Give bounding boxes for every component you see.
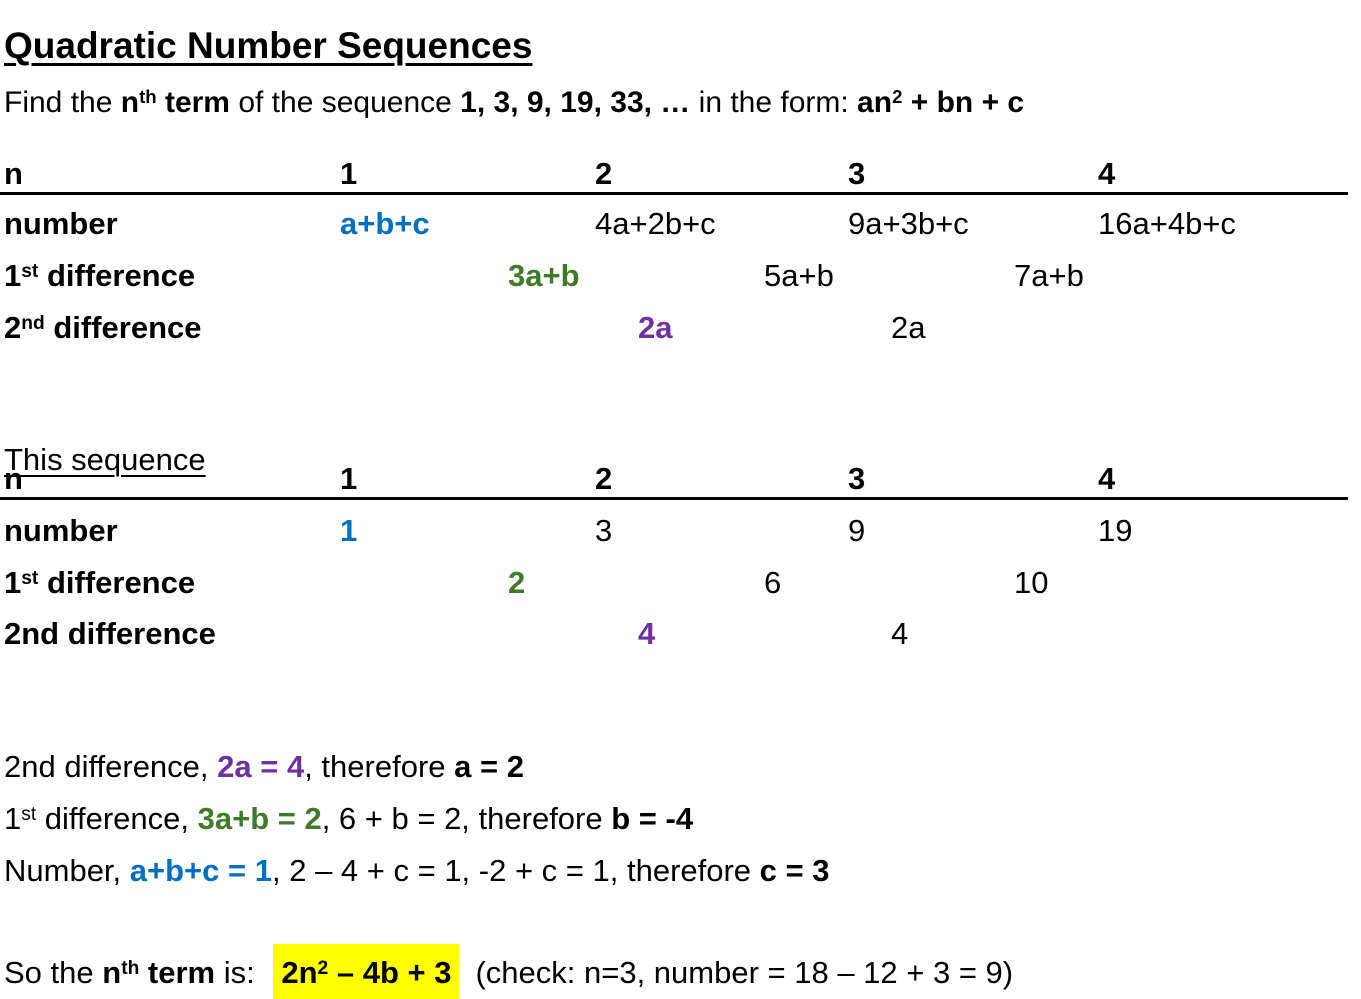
table1-header-3: 3 [848,156,866,191]
ordinal-number: 1 [4,565,22,600]
table1-diff1-2: 5a+b [764,258,834,293]
table1-number-label: number [4,206,118,241]
ordinal-suffix: st [21,567,39,589]
final-answer-line: So the nth term is: 2n2 – 4b + 3 (check: … [0,944,1352,999]
solution-equation-blue: a+b+c = 1 [129,853,272,888]
nth-term-word: term [156,86,230,119]
table1-number-2: 4a+2b+c [595,206,716,241]
solution-text: difference, [36,801,198,836]
sequence-values: 1, 3, 9, 19, 33, … [460,86,691,119]
ordinal-suffix: st [21,803,37,825]
table1-second-difference-label: 2nd difference [4,308,202,348]
final-text: So the [4,955,103,990]
table1-diff1-1: 3a+b [508,258,580,293]
ordinal-suffix: st [21,260,39,282]
solution-result-a: a = 2 [454,749,524,784]
check-text: (check: n=3, number = 18 – 12 + 3 = 9) [475,955,1014,990]
answer-exponent: 2 [317,957,329,979]
table1-header-4: 4 [1098,156,1116,191]
table2-header-2: 2 [595,461,613,496]
ordinal-number: 1 [4,258,22,293]
solution-line-b: 1st difference, 3a+b = 2, 6 + b = 2, the… [0,799,1352,839]
table2-diff1-3: 10 [1014,565,1049,600]
solution-result-c: c = 3 [759,853,830,888]
section-subtitle: This sequence [0,440,1352,480]
ordinal-number: 2 [4,310,22,345]
solution-text: , 2 – 4 + c = 1, -2 + c = 1, therefore [271,853,760,888]
solution-equation-purple: 2a = 4 [217,749,305,784]
solution-text: Number, [4,853,130,888]
nth-term-word: term [139,955,216,990]
table1-header-1: 1 [340,156,358,191]
intro-text: of the sequence [229,86,461,119]
table2-number-label: number [4,513,118,548]
table2-header-3: 3 [848,461,866,496]
solution-line-c: Number, a+b+c = 1, 2 – 4 + c = 1, -2 + c… [0,851,1352,891]
ordinal-word: difference [44,310,202,345]
table1-header-row: n 1 2 3 4 [0,156,1348,195]
intro-text: Find the [4,86,121,119]
table2-number-4: 19 [1098,513,1133,548]
solution-result-b: b = -4 [611,801,694,836]
table2-first-difference-row: 1st difference 2 6 10 [0,563,1348,603]
intro-text: in the form: [690,86,858,119]
table2-diff1-1: 2 [508,565,526,600]
table2-header-4: 4 [1098,461,1116,496]
table1-number-1: a+b+c [340,206,430,241]
table2-header-row: n 1 2 3 4 [0,461,1348,500]
table1-first-difference-label: 1st difference [4,256,195,296]
solution-text: , therefore [304,749,455,784]
table1-number-row: number a+b+c 4a+2b+c 9a+3b+c 16a+4b+c [0,204,1348,244]
table1-header-n: n [4,156,23,191]
table2-number-2: 3 [595,513,613,548]
nth-term-sup: th [121,957,140,979]
ordinal-word: difference [38,258,196,293]
table2-second-difference-row: 2nd difference 4 4 [0,614,1348,654]
table2-number-3: 9 [848,513,866,548]
form-expression: an [857,86,893,119]
solution-text: 2nd difference, [4,749,218,784]
table2-diff2-1: 4 [638,616,656,651]
subtitle-text: This sequence [4,442,206,477]
table2-number-row: number 1 3 9 19 [0,511,1348,551]
highlighted-answer: 2n2 – 4b + 3 [273,944,460,999]
worksheet-page: { "palette": { "blue": "#0070C0", "green… [0,24,1352,999]
table1-number-3: 9a+3b+c [848,206,969,241]
table1-second-difference-row: 2nd difference 2a 2a [0,308,1348,348]
form-expression-rest: + bn + c [902,86,1025,119]
table1-header-2: 2 [595,156,613,191]
answer-rest: – 4b + 3 [328,955,452,990]
solution-text: , 6 + b = 2, therefore [321,801,612,836]
form-exponent: 2 [892,86,903,108]
solution-line-a: 2nd difference, 2a = 4, therefore a = 2 [0,747,1352,787]
table1-first-difference-row: 1st difference 3a+b 5a+b 7a+b [0,256,1348,296]
table1-diff1-3: 7a+b [1014,258,1084,293]
page-title: Quadratic Number Sequences [4,24,533,66]
answer-base: 2n [281,955,318,990]
ordinal-word: difference [38,565,196,600]
nth-term-n: n [120,86,140,119]
nth-term-sup: th [139,86,157,108]
table2-diff2-2: 4 [891,616,909,651]
solution-equation-green: 3a+b = 2 [197,801,322,836]
table2-number-1: 1 [340,513,358,548]
nth-term-n: n [102,955,122,990]
table2-diff1-2: 6 [764,565,782,600]
table2-first-difference-label: 1st difference [4,563,195,603]
table1-diff2-1: 2a [638,310,673,345]
table1-number-4: 16a+4b+c [1098,206,1236,241]
final-text: is: [215,955,264,990]
table1-diff2-2: 2a [891,310,926,345]
table2-header-n: n [4,461,23,496]
ordinal-number: 1 [4,801,22,836]
ordinal-suffix: nd [21,312,45,334]
intro-line: Find the nth term of the sequence 1, 3, … [0,83,1352,123]
table2-header-1: 1 [340,461,358,496]
table2-second-difference-label: 2nd difference [4,616,216,651]
